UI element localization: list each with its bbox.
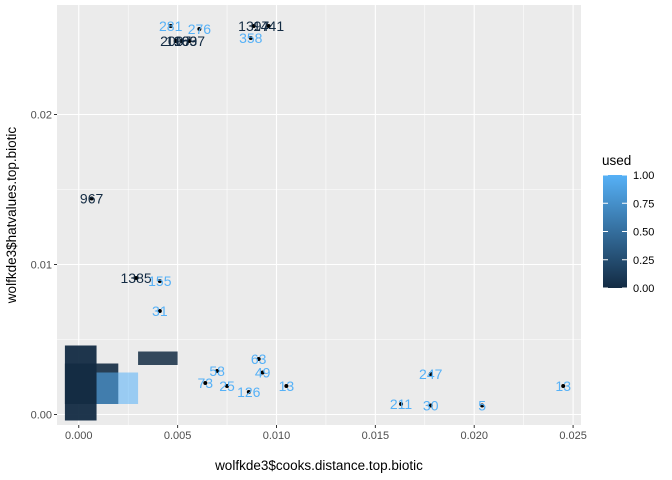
data-point (203, 381, 208, 385)
data-point (480, 403, 485, 408)
y-tick-label: 0.02 (31, 110, 52, 122)
point-label: 1897 (174, 33, 205, 49)
x-tick-label: 0.005 (164, 430, 192, 442)
point-label: 25 (219, 378, 235, 394)
point-label: 155 (148, 273, 172, 289)
data-point (248, 36, 253, 40)
legend-ticks: 0.00 0.25 0.50 0.75 1.00 (603, 170, 654, 295)
axis-layer: 0.000 0.005 0.010 0.015 0.020 0.0250.000.010.… (31, 110, 587, 443)
x-tick-label: 0.025 (559, 430, 587, 442)
point-label: 358 (239, 30, 263, 46)
point-label: 1385 (121, 270, 152, 286)
data-point (179, 39, 184, 43)
data-point (428, 403, 433, 408)
point-label: 13 (279, 378, 295, 394)
data-point (428, 372, 433, 376)
point-label: 58 (209, 363, 225, 379)
point-label: 73 (198, 375, 214, 391)
point-label: 2007 (160, 33, 191, 49)
data-point (284, 384, 289, 388)
data-point (157, 279, 162, 283)
legend-tick-label: 0.25 (633, 255, 654, 267)
data-point (225, 384, 230, 388)
data-point (157, 309, 162, 313)
point-label: 49 (255, 365, 271, 381)
cloud-right (138, 351, 178, 365)
legend-tick-label: 0.50 (633, 227, 654, 239)
y-axis-title: wolfkde3$hatvalues.top.biotic (4, 127, 19, 305)
legend-tick-label: 1.00 (633, 170, 654, 182)
data-point (399, 402, 404, 406)
legend: used 0.00 0.25 0.50 0.75 1.00 (602, 153, 654, 295)
data-point (260, 370, 265, 375)
point-label: 1441 (253, 18, 284, 34)
legend-title: used (602, 153, 631, 168)
y-tick-label: 0.00 (31, 410, 52, 422)
x-tick-label: 0.010 (263, 430, 291, 442)
point-label: 30 (423, 398, 439, 414)
point-label: 5 (478, 398, 486, 414)
point-label: 211 (390, 396, 413, 412)
x-tick-label: 0.020 (460, 430, 488, 442)
data-point (561, 384, 566, 388)
point-label: 967 (80, 191, 104, 207)
data-point (168, 24, 173, 28)
data-point (266, 24, 271, 28)
plot-panel (57, 5, 581, 425)
point-label: 1397 (238, 18, 269, 34)
legend-tick-label: 0.00 (633, 283, 654, 295)
legend-tick-label: 0.75 (633, 198, 654, 210)
data-point (187, 39, 192, 43)
point-label: 31 (152, 303, 168, 319)
x-tick-label: 0.015 (362, 430, 390, 442)
x-tick-label: 0.000 (65, 430, 93, 442)
data-point (134, 276, 139, 280)
x-axis-title: wolfkde3$cooks.distance.top.biotic (214, 458, 423, 473)
point-label: 281 (159, 18, 183, 34)
data-point (197, 27, 202, 31)
point-label: 13 (555, 378, 571, 394)
point-label: 126 (237, 384, 261, 400)
data-point (246, 390, 251, 394)
point-label: 63 (251, 351, 267, 367)
point-label: 1963 (166, 33, 197, 49)
data-point (256, 357, 261, 361)
grid-layer (57, 5, 581, 425)
data-point (251, 24, 256, 28)
data-point (89, 196, 94, 201)
data-point (215, 369, 220, 373)
point-label: 247 (419, 366, 443, 382)
point-label: 276 (188, 21, 212, 37)
y-tick-label: 0.01 (31, 260, 52, 272)
cloud-used (96, 372, 139, 404)
dense-point-cloud (64, 345, 178, 421)
data-point (173, 39, 178, 43)
